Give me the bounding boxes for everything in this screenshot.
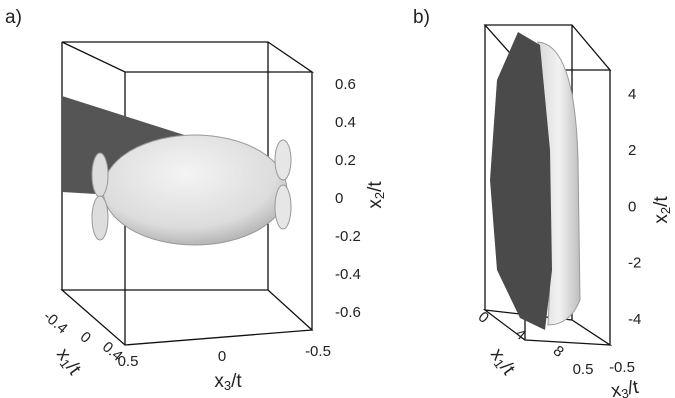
axis-label-part: /t: [626, 377, 641, 398]
x2-tick-label: -0.6: [335, 304, 361, 321]
x2-tick-label: 0.4: [335, 114, 356, 131]
x2-tick-label: 4: [628, 86, 636, 103]
x1-tick-label: 4: [512, 325, 529, 343]
x1-axis-label: x1/t: [51, 345, 85, 381]
x3-tick-label: -0.5: [305, 343, 331, 360]
panel-b-render: [485, 25, 610, 345]
axis-label-part: 3: [224, 378, 231, 393]
x2-tick-label: -4: [628, 311, 641, 328]
axis-label-part: /t: [231, 371, 242, 392]
figure: a)0.60.40.20-0.2-0.4-0.6x2/t0.50-0.5x3/t…: [0, 0, 675, 398]
axis-label-part: 2: [658, 207, 673, 214]
x3-tick-label: -0.5: [609, 359, 635, 376]
axis-label-part: x: [365, 199, 386, 209]
axis-label-part: /t: [651, 196, 672, 207]
x3-tick-label: 0: [218, 348, 226, 365]
x1-tick-label: 8: [550, 342, 567, 360]
x3-axis-label: x3/t: [214, 371, 242, 393]
x2-tick-label: 0.6: [335, 76, 356, 93]
x2-axis-label: x2/t: [365, 181, 387, 209]
x1-tick-label: 0: [475, 308, 492, 326]
panel-label: b): [413, 7, 430, 28]
x2-tick-label: 0: [628, 198, 636, 215]
x1-axis-label: x1/t: [485, 345, 519, 381]
panel-label: a): [5, 7, 22, 28]
x3-tick-label: 0.5: [573, 361, 594, 378]
x1-tick-label: 0: [77, 328, 94, 346]
panel-a-render: [62, 42, 312, 345]
axis-label-part: x: [214, 371, 224, 392]
x2-tick-label: -0.4: [335, 266, 361, 283]
x2-tick-label: -0.2: [335, 228, 361, 245]
x1-tick-label: -0.4: [40, 308, 71, 338]
x2-tick-label: -2: [628, 255, 641, 272]
x2-axis-label: x2/t: [651, 196, 673, 224]
x2-tick-label: 0.2: [335, 152, 356, 169]
x2-tick-label: 0: [335, 190, 343, 207]
axis-label-part: x: [651, 214, 672, 224]
axis-label-part: /t: [365, 181, 386, 192]
axis-label-part: 2: [372, 192, 387, 199]
x2-tick-label: 2: [628, 142, 636, 159]
x3-axis-label: x3/t: [610, 377, 641, 398]
